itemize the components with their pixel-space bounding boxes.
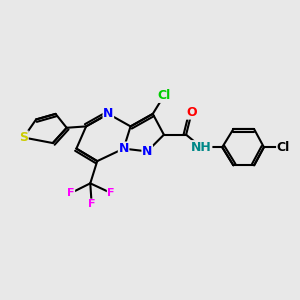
- Text: N: N: [103, 107, 113, 120]
- Text: Cl: Cl: [157, 89, 170, 102]
- Text: F: F: [88, 199, 95, 209]
- Text: N: N: [118, 142, 129, 155]
- Text: O: O: [186, 106, 197, 119]
- Text: Cl: Cl: [277, 141, 290, 154]
- Text: S: S: [19, 131, 28, 144]
- Text: NH: NH: [191, 141, 212, 154]
- Text: F: F: [107, 188, 115, 198]
- Text: F: F: [67, 188, 75, 198]
- Text: N: N: [142, 145, 152, 158]
